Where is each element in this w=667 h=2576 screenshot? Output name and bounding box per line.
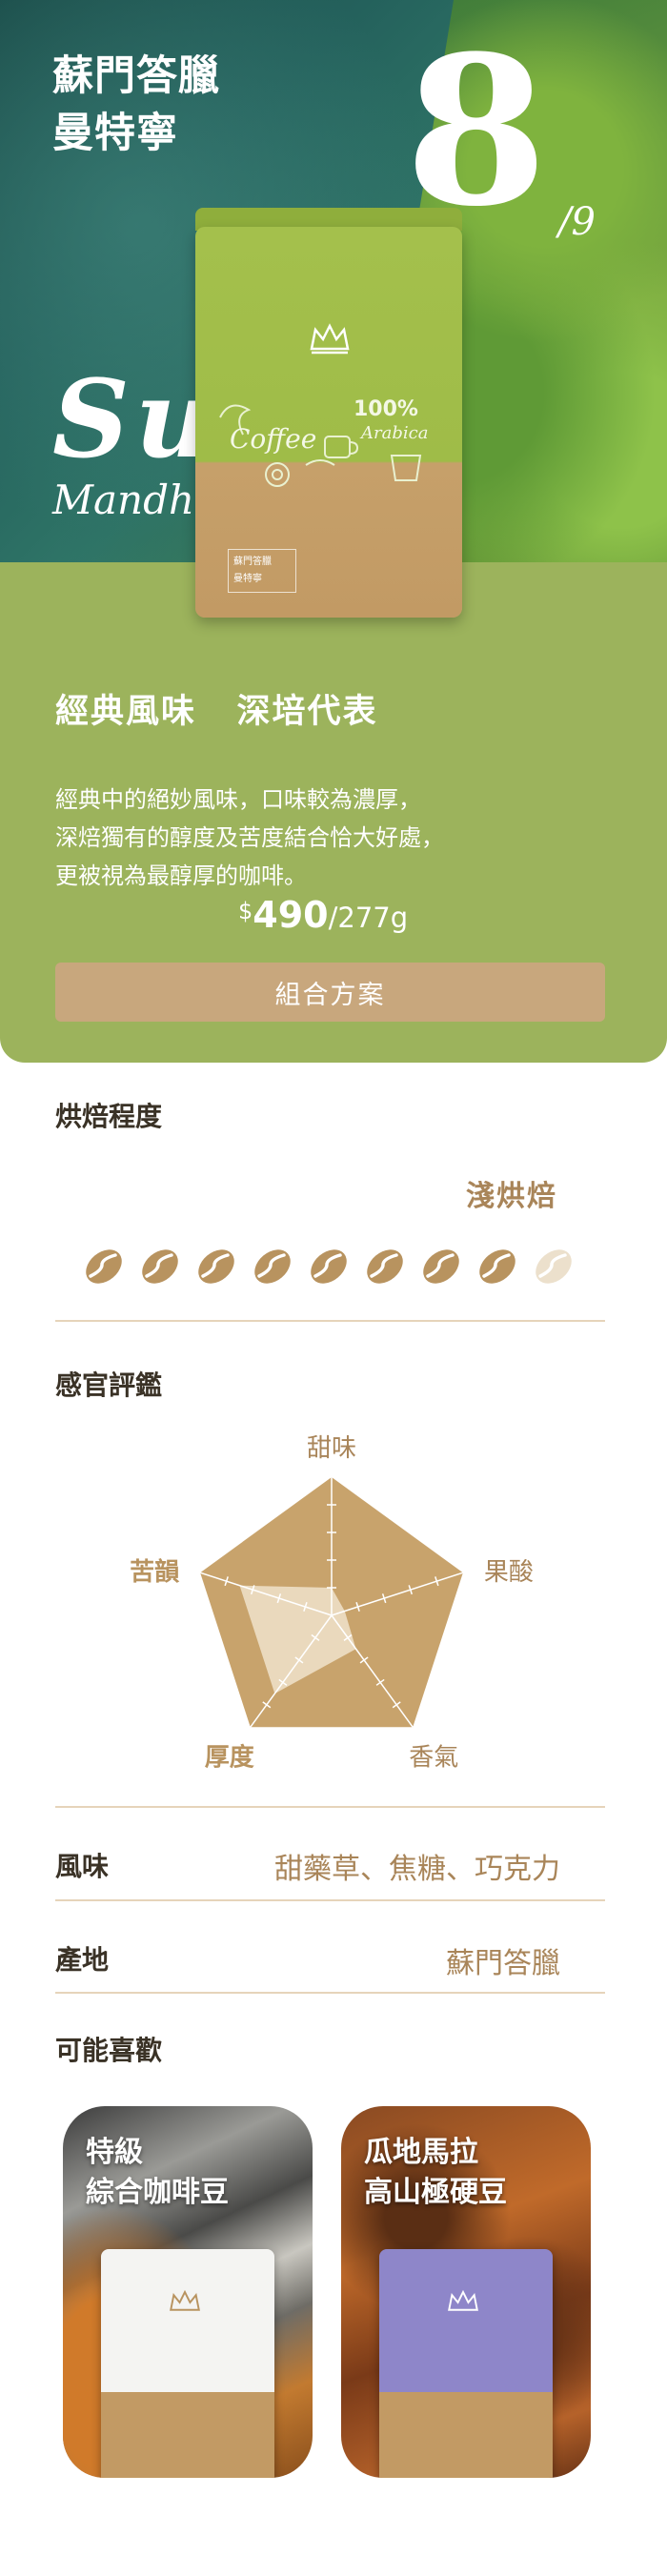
product-title-line1: 蘇門答臘 [52, 52, 220, 100]
recommend-title-line2: 高山極硬豆 [364, 2176, 507, 2209]
recommend-card-blend[interactable]: 特級 綜合咖啡豆 [63, 2106, 313, 2478]
radar-label-body: 厚度 [205, 1742, 254, 1772]
roast-bean-meter [81, 1244, 576, 1289]
svg-text:Arabica: Arabica [359, 423, 428, 443]
radar-axis-body [250, 1614, 333, 1728]
roast-bean-icon [423, 1249, 459, 1284]
radar-label-sweet: 甜味 [307, 1434, 356, 1463]
crown-logo-icon [448, 2289, 478, 2311]
radar-label-acid: 果酸 [484, 1558, 534, 1587]
radar-label-bitter: 苦韻 [130, 1557, 180, 1587]
roast-level-value: 淺烘焙 [466, 1180, 557, 1213]
description-line: 深焙獨有的醇度及苦度結合恰大好處， [55, 824, 444, 851]
roast-bean-icon [536, 1249, 572, 1284]
crown-logo-icon [170, 2289, 200, 2311]
product-tagline: 經典風味 深培代表 [55, 692, 378, 731]
origin-value: 蘇門答臘 [446, 1947, 560, 1980]
product-index-total: /9 [558, 200, 596, 244]
price-unit: /277g [328, 902, 409, 934]
radar-tick [278, 1678, 288, 1686]
radar-label-aroma: 香氣 [409, 1743, 458, 1772]
radar-tick [303, 1602, 308, 1613]
radar-tick [224, 1576, 229, 1587]
product-latin-subname: Mandhe [52, 477, 218, 523]
combo-plan-button[interactable]: 組合方案 [55, 963, 605, 1022]
recommend-bag-image [101, 2249, 274, 2478]
bag-body: Coffee 100% Arabica 蘇門答臘 曼特寧 [195, 227, 462, 618]
sensory-radar-chart: 甜味 果酸 香氣 厚度 苦韻 [130, 1434, 534, 1772]
bag-top [379, 2249, 553, 2392]
radar-tick [381, 1593, 387, 1604]
recommend-card-title: 瓜地馬拉 高山極硬豆 [364, 2133, 507, 2213]
product-bag-image: Coffee 100% Arabica 蘇門答臘 曼特寧 [195, 208, 462, 635]
product-description: 經典中的絕妙風味，口味較為濃厚， 深焙獨有的醇度及苦度結合恰大好處， 更被視為最… [55, 781, 627, 895]
roast-bean-icon [198, 1249, 234, 1284]
recommend-title-line1: 瓜地馬拉 [364, 2136, 478, 2169]
origin-label: 產地 [55, 1944, 110, 1976]
recommend-card-guatemala[interactable]: 瓜地馬拉 高山極硬豆 [341, 2106, 591, 2478]
product-title-line2: 曼特寧 [52, 110, 178, 157]
flavor-value: 甜藥草、焦糖、巧克力 [274, 1853, 560, 1886]
roast-bean-icon [86, 1249, 122, 1284]
bag-label-line1: 蘇門答臘 [233, 557, 272, 567]
radar-tick [359, 1656, 369, 1664]
radar-tick [262, 1701, 272, 1709]
radar-tick [435, 1576, 439, 1587]
radar-tick [311, 1633, 320, 1642]
radar-axis-bitter [199, 1572, 333, 1616]
price-currency: $ [238, 898, 253, 924]
section-divider [55, 1992, 605, 1994]
radar-tick [408, 1585, 414, 1595]
recommend-card-title: 特級 綜合咖啡豆 [86, 2133, 229, 2213]
product-price: $490/277g [238, 894, 408, 936]
section-divider [55, 1320, 605, 1322]
description-line: 更被視為最醇厚的咖啡。 [55, 862, 307, 889]
crown-logo-icon [310, 323, 350, 355]
bag-bottom [101, 2392, 274, 2478]
bag-label-line2: 曼特寧 [233, 574, 262, 584]
recommend-title-line2: 綜合咖啡豆 [86, 2176, 229, 2209]
radar-tick [392, 1701, 401, 1709]
roast-section-title: 烘焙程度 [55, 1101, 163, 1132]
radar-value-area [239, 1585, 356, 1694]
bag-label-box [228, 549, 296, 593]
radar-axis-aroma [331, 1614, 414, 1728]
section-divider [55, 1806, 605, 1808]
product-index-number: 8 [405, 10, 548, 252]
svg-text:Coffee: Coffee [230, 423, 316, 455]
bag-label: 蘇門答臘 曼特寧 [211, 541, 447, 608]
roast-bean-icon [311, 1249, 347, 1284]
hero-section: 蘇門答臘 曼特寧 8 /9 Su a Mandhe Coffee 100% [0, 0, 667, 1063]
roast-bean-icon [479, 1249, 515, 1284]
flavor-label: 風味 [55, 1851, 110, 1882]
price-value: 490 [253, 894, 329, 936]
radar-tick [250, 1585, 255, 1595]
roast-bean-icon [367, 1249, 403, 1284]
recommend-section-title: 可能喜歡 [55, 2035, 163, 2066]
radar-tick [276, 1593, 282, 1604]
bag-bottom [379, 2392, 553, 2478]
section-divider [55, 1899, 605, 1901]
recommend-bag-image [379, 2249, 553, 2478]
product-title: 蘇門答臘 曼特寧 [52, 48, 220, 162]
svg-text:100%: 100% [354, 397, 418, 421]
radar-axis-acid [331, 1572, 464, 1616]
radar-tick [294, 1656, 304, 1664]
sensory-section-title: 感官評鑑 [55, 1369, 163, 1401]
roast-bean-icon [254, 1249, 291, 1284]
recommend-title-line1: 特級 [86, 2136, 143, 2169]
coffee-doodle-pattern: Coffee 100% Arabica [219, 397, 428, 487]
radar-tick [355, 1602, 360, 1613]
bag-top [101, 2249, 274, 2392]
radar-tick [375, 1678, 385, 1686]
description-line: 經典中的絕妙風味，口味較為濃厚， [55, 786, 421, 813]
roast-bean-icon [142, 1249, 178, 1284]
radar-tick [343, 1633, 353, 1642]
